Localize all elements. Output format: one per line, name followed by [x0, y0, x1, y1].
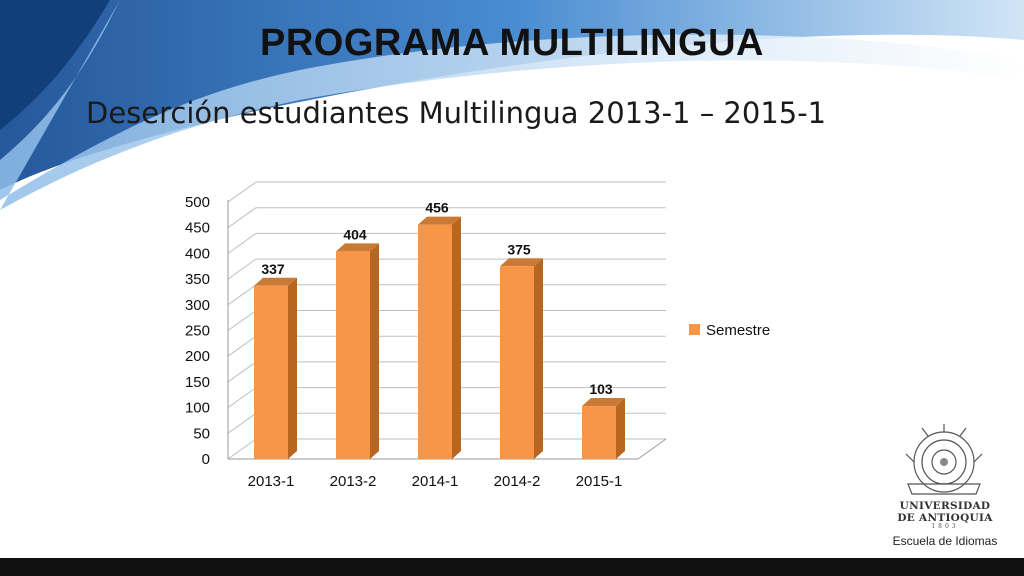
bar	[582, 406, 616, 459]
y-tick-label: 250	[185, 323, 210, 340]
gridline-depth	[227, 361, 257, 383]
gridline-depth	[227, 335, 257, 357]
y-tick-label: 200	[185, 348, 210, 365]
gridline-depth	[227, 181, 257, 203]
gridline-depth	[227, 258, 257, 280]
x-tick-label: 2014-1	[412, 473, 459, 490]
gridline-depth	[227, 310, 257, 331]
gridline-depth	[227, 232, 257, 254]
bar-top	[336, 243, 379, 252]
x-tick-label: 2013-1	[248, 473, 295, 490]
data-label: 456	[425, 200, 449, 216]
y-tick-label: 450	[185, 220, 210, 237]
y-tick-label: 500	[185, 194, 210, 211]
bar-side	[616, 398, 625, 459]
university-name: UNIVERSIDAD DE ANTIOQUIA	[884, 500, 1006, 524]
x-tick-label: 2015-1	[576, 473, 623, 490]
y-tick-label: 100	[185, 400, 210, 417]
data-label: 375	[507, 241, 531, 257]
bar	[336, 251, 370, 459]
bar-top	[500, 258, 543, 267]
legend-swatch	[689, 324, 700, 335]
slide-title: PROGRAMA MULTILINGUA	[260, 22, 764, 64]
floor-edge	[637, 438, 667, 460]
gridline-depth	[227, 207, 257, 229]
x-tick-label: 2013-2	[330, 473, 377, 490]
y-tick-label: 350	[185, 271, 210, 288]
slide-subtitle: Deserción estudiantes Multilingua 2013-1…	[86, 96, 827, 130]
school-name: Escuela de Idiomas	[892, 534, 998, 548]
bar-side	[452, 216, 461, 459]
y-tick-label: 0	[202, 451, 210, 468]
bar	[500, 266, 534, 459]
bar-side	[370, 243, 379, 459]
data-label: 103	[589, 381, 613, 397]
y-tick-label: 300	[185, 297, 210, 314]
university-year: 1803	[931, 523, 959, 530]
bar	[418, 224, 452, 459]
bar-top	[418, 216, 461, 225]
gridline-depth	[227, 438, 257, 460]
data-label: 404	[343, 226, 367, 242]
legend-label: Semestre	[706, 322, 770, 339]
x-tick-label: 2014-2	[494, 473, 541, 490]
footer-bar	[0, 558, 1024, 576]
university-name-line2: DE ANTIOQUIA	[897, 512, 993, 524]
bar-side	[288, 277, 297, 459]
gridline-depth	[227, 284, 257, 306]
bar	[254, 285, 288, 459]
data-label: 337	[261, 261, 285, 277]
gridline-depth	[227, 387, 257, 409]
university-seal-icon	[905, 424, 983, 495]
y-tick-label: 150	[185, 374, 210, 391]
bar-side	[534, 258, 543, 459]
bar-top	[582, 398, 625, 407]
y-tick-label: 400	[185, 245, 210, 262]
bar-top	[254, 277, 297, 286]
university-name-line1: UNIVERSIDAD	[899, 500, 991, 512]
gridline-depth	[227, 412, 257, 434]
y-tick-label: 50	[193, 425, 210, 442]
